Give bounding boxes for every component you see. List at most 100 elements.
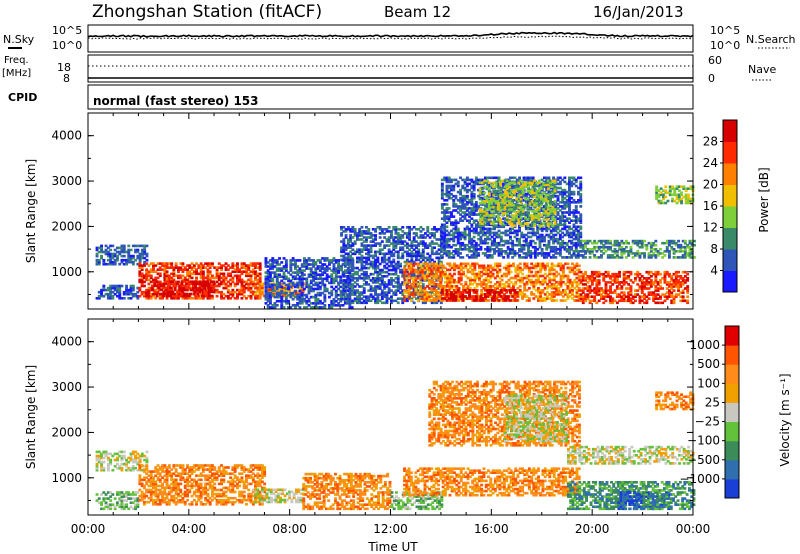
heatmap-cell	[396, 232, 400, 235]
heatmap-cell	[446, 282, 450, 286]
heatmap-cell	[332, 259, 336, 262]
heatmap-cell	[421, 272, 425, 276]
heatmap-cell	[163, 276, 167, 280]
heatmap-cell	[430, 258, 434, 262]
heatmap-cell	[439, 244, 443, 247]
heatmap-cell	[421, 295, 425, 298]
heatmap-cell	[360, 250, 364, 254]
heatmap-cell	[343, 269, 347, 272]
heatmap-cell	[403, 232, 407, 235]
heatmap-cell	[376, 293, 380, 296]
heatmap-cell	[428, 291, 432, 294]
heatmap-cell	[428, 258, 432, 262]
heatmap-cell	[127, 244, 131, 248]
heatmap-cell	[300, 285, 304, 289]
heatmap-cell	[210, 284, 213, 288]
freq-panel-frame	[87, 54, 694, 83]
heatmap-cell	[408, 232, 411, 235]
heatmap-cell	[408, 234, 411, 237]
heatmap-cell	[473, 297, 477, 300]
heatmap-cell	[342, 246, 346, 249]
heatmap-cell	[360, 266, 364, 270]
heatmap-cell	[521, 278, 524, 282]
heatmap-cell	[346, 277, 350, 280]
heatmap-cell	[163, 274, 167, 278]
heatmap-cell	[410, 252, 414, 256]
heatmap-cell	[152, 280, 155, 284]
heatmap-cell	[291, 277, 295, 281]
heatmap-cell	[349, 236, 353, 239]
heatmap-cell	[305, 283, 309, 287]
heatmap-cell	[203, 286, 207, 290]
heatmap-cell	[296, 295, 300, 299]
heatmap-cell	[534, 274, 538, 278]
heatmap-cell	[134, 258, 137, 262]
heatmap-cell	[169, 290, 173, 294]
heatmap-cell	[266, 297, 270, 301]
heatmap-cell	[453, 291, 456, 294]
heatmap-cell	[410, 240, 414, 243]
heatmap-cell	[371, 256, 375, 260]
heatmap-cell	[365, 283, 368, 286]
heatmap-cell	[140, 290, 144, 294]
heatmap-cell	[421, 297, 425, 300]
heatmap-cell	[332, 299, 336, 303]
heatmap-cell	[127, 288, 131, 292]
heatmap-cell	[376, 287, 380, 290]
heatmap-cell	[131, 288, 135, 292]
heatmap-cell	[430, 228, 434, 231]
heatmap-cell	[417, 258, 421, 262]
heatmap-cell	[455, 264, 459, 268]
heatmap-cell	[178, 294, 182, 298]
heatmap-cell	[514, 270, 518, 274]
heatmap-cell	[401, 293, 405, 296]
heatmap-cell	[266, 291, 270, 295]
heatmap-cell	[260, 288, 264, 292]
heatmap-cell	[198, 280, 202, 283]
heatmap-cell	[401, 275, 405, 278]
heatmap-cell	[298, 277, 302, 281]
heatmap-cell	[394, 246, 398, 249]
heatmap-cell	[291, 259, 295, 262]
heatmap-cell	[344, 299, 348, 303]
heatmap-cell	[318, 259, 322, 262]
heatmap-cell	[153, 284, 157, 288]
heatmap-cell	[342, 272, 346, 276]
heatmap-cell	[428, 266, 431, 270]
heatmap-cell	[353, 252, 357, 256]
heatmap-cell	[210, 280, 213, 283]
heatmap-cell	[280, 289, 284, 293]
heatmap-cell	[425, 297, 429, 300]
heatmap-cell	[356, 260, 359, 264]
heatmap-cell	[275, 293, 279, 297]
heatmap-cell	[430, 242, 434, 245]
heatmap-cell	[515, 299, 519, 302]
heatmap-cell	[344, 260, 348, 264]
heatmap-cell	[358, 295, 362, 298]
heatmap-cell	[325, 287, 329, 291]
heatmap-cell	[303, 269, 306, 272]
heatmap-cell	[512, 262, 515, 266]
heatmap-cell	[423, 291, 427, 294]
heatmap-cell	[192, 297, 196, 300]
heatmap-cell	[242, 294, 246, 298]
heatmap-cell	[224, 262, 228, 265]
heatmap-cell	[541, 274, 545, 278]
cpid-value: normal (fast stereo) 153	[93, 94, 259, 108]
heatmap-cell	[307, 283, 311, 287]
heatmap-cell	[394, 291, 398, 294]
heatmap-cell	[154, 270, 158, 273]
heatmap-cell	[316, 265, 320, 268]
heatmap-cell	[405, 275, 409, 278]
heatmap-cell	[489, 266, 493, 270]
heatmap-cell	[300, 291, 304, 295]
heatmap-cell	[408, 295, 411, 298]
heatmap-cell	[100, 254, 103, 258]
heatmap-cell	[376, 264, 380, 268]
heatmap-cell	[199, 274, 203, 278]
heatmap-cell	[462, 285, 465, 288]
heatmap-cell	[275, 269, 279, 272]
heatmap-cell	[577, 287, 581, 290]
heatmap-cell	[473, 264, 477, 268]
heatmap-cell	[346, 289, 350, 292]
